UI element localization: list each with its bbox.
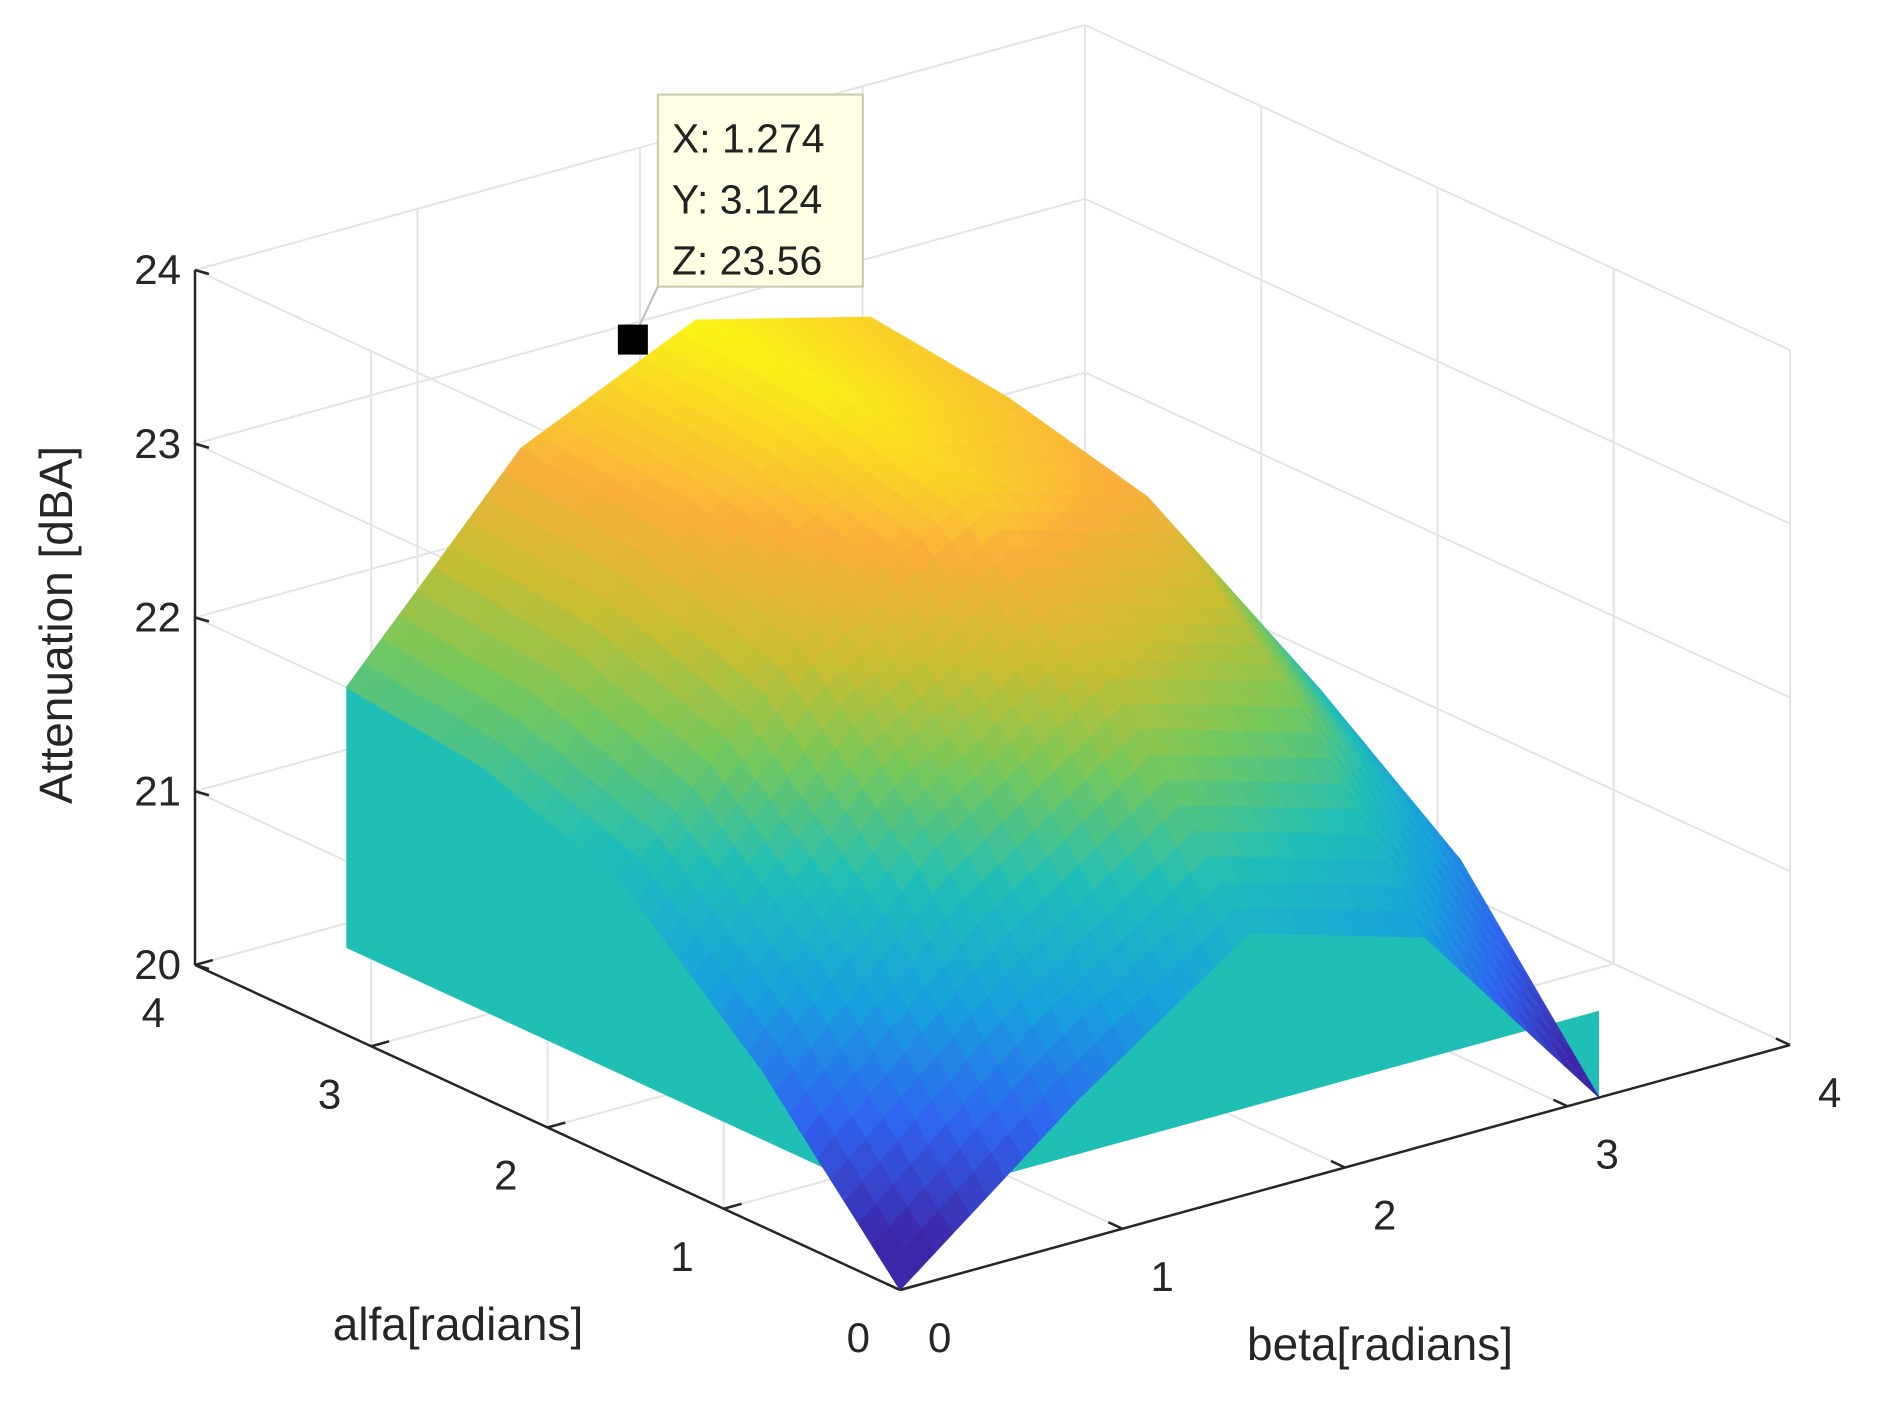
- x-tick-label: 3: [1596, 1130, 1619, 1177]
- z-tick-label: 20: [134, 941, 181, 988]
- y-tick-mark: [723, 1202, 742, 1210]
- left-wall: [346, 687, 900, 1290]
- x-tick-mark: [1330, 1159, 1346, 1169]
- datatip-marker[interactable]: [617, 324, 648, 355]
- gridline: [1084, 371, 1791, 699]
- z-tick-label: 23: [134, 420, 181, 467]
- y-tick-mark: [899, 1283, 919, 1292]
- y-tick-mark: [370, 1040, 390, 1048]
- z-tick-mark: [194, 616, 210, 623]
- attenuation-surface: [345, 316, 1600, 1291]
- y-tick-label: 4: [142, 989, 165, 1036]
- datatip-box: [656, 93, 864, 288]
- z-tick-mark: [194, 963, 210, 971]
- datatip[interactable]: X: 1.274 Y: 3.124 Z: 23.56: [617, 93, 864, 355]
- x-tick-label: 2: [1373, 1192, 1396, 1239]
- datatip-x-value: X: 1.274: [672, 116, 825, 162]
- gridline: [1084, 24, 1791, 351]
- tick-labels: 20 21 22 23 24 0 1 2 3 4 0 1 2 3 4: [134, 246, 1841, 1361]
- x-tick-mark: [1775, 1037, 1791, 1047]
- x-tick-mark: [1552, 1098, 1569, 1108]
- z-tick-mark: [194, 268, 210, 276]
- y-tick-mark: [194, 958, 214, 967]
- z-tick-mark: [194, 790, 210, 797]
- x-tick-label: 0: [928, 1314, 951, 1361]
- z-tick-label: 21: [134, 767, 181, 814]
- y-tick-mark: [547, 1121, 566, 1129]
- z-tick-mark: [194, 442, 210, 449]
- front-wall: [900, 933, 1599, 1290]
- x-tick-mark: [885, 1282, 901, 1292]
- y-axis-label: alfa[radians]: [333, 1298, 584, 1350]
- x-tick-mark: [1107, 1221, 1124, 1230]
- datatip-z-value: Z: 23.56: [672, 238, 822, 284]
- z-tick-label: 24: [134, 246, 181, 293]
- x-tick-label: 4: [1818, 1069, 1841, 1116]
- y-tick-label: 2: [494, 1152, 517, 1199]
- y-tick-label: 0: [847, 1314, 870, 1361]
- axes-lines: [193, 268, 1791, 1292]
- y-tick-label: 3: [318, 1070, 341, 1117]
- x-axis-label: beta[radians]: [1247, 1318, 1513, 1370]
- x-tick-label: 1: [1151, 1253, 1174, 1300]
- z-tick-label: 22: [134, 594, 181, 641]
- gridline: [1084, 197, 1791, 525]
- y-tick-label: 1: [670, 1233, 693, 1280]
- z-axis-label: Attenuation [dBA]: [30, 446, 82, 804]
- datatip-y-value: Y: 3.124: [672, 177, 822, 223]
- surface-patch: [885, 1248, 919, 1291]
